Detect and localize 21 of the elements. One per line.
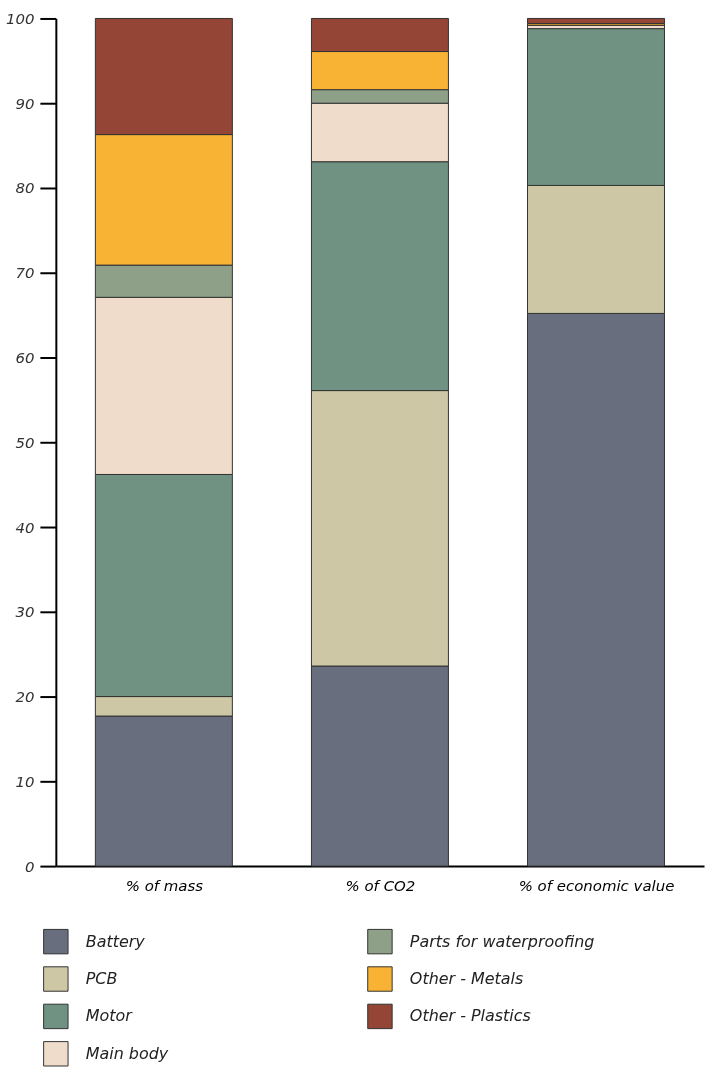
x-tick-label: % of economic value (518, 876, 675, 895)
legend-label: Battery (85, 931, 146, 951)
y-tick-label: 0 (24, 857, 35, 876)
legend-label: PCB (85, 969, 118, 988)
x-tick-label: % of mass (125, 876, 204, 895)
y-tick-label: 80 (15, 179, 35, 198)
y-tick-label: 70 (15, 264, 35, 283)
legend-label: Parts for waterproofing (409, 931, 595, 951)
y-tick-label: 90 (15, 94, 35, 113)
legend-label: Main body (85, 1043, 169, 1063)
y-tick-label: 40 (15, 518, 35, 537)
y-tick-label: 100 (5, 9, 35, 28)
legend-label: Other - Plastics (409, 1006, 531, 1026)
y-tick-label: 20 (15, 688, 35, 707)
y-tick-label: 60 (15, 348, 35, 367)
legend-label: Other - Metals (409, 969, 524, 988)
legend-label: Motor (85, 1006, 134, 1026)
x-tick-label: % of CO2 (345, 876, 416, 895)
y-tick-label: 50 (15, 433, 35, 452)
y-tick-label: 30 (15, 603, 35, 622)
y-tick-label: 10 (15, 772, 35, 791)
